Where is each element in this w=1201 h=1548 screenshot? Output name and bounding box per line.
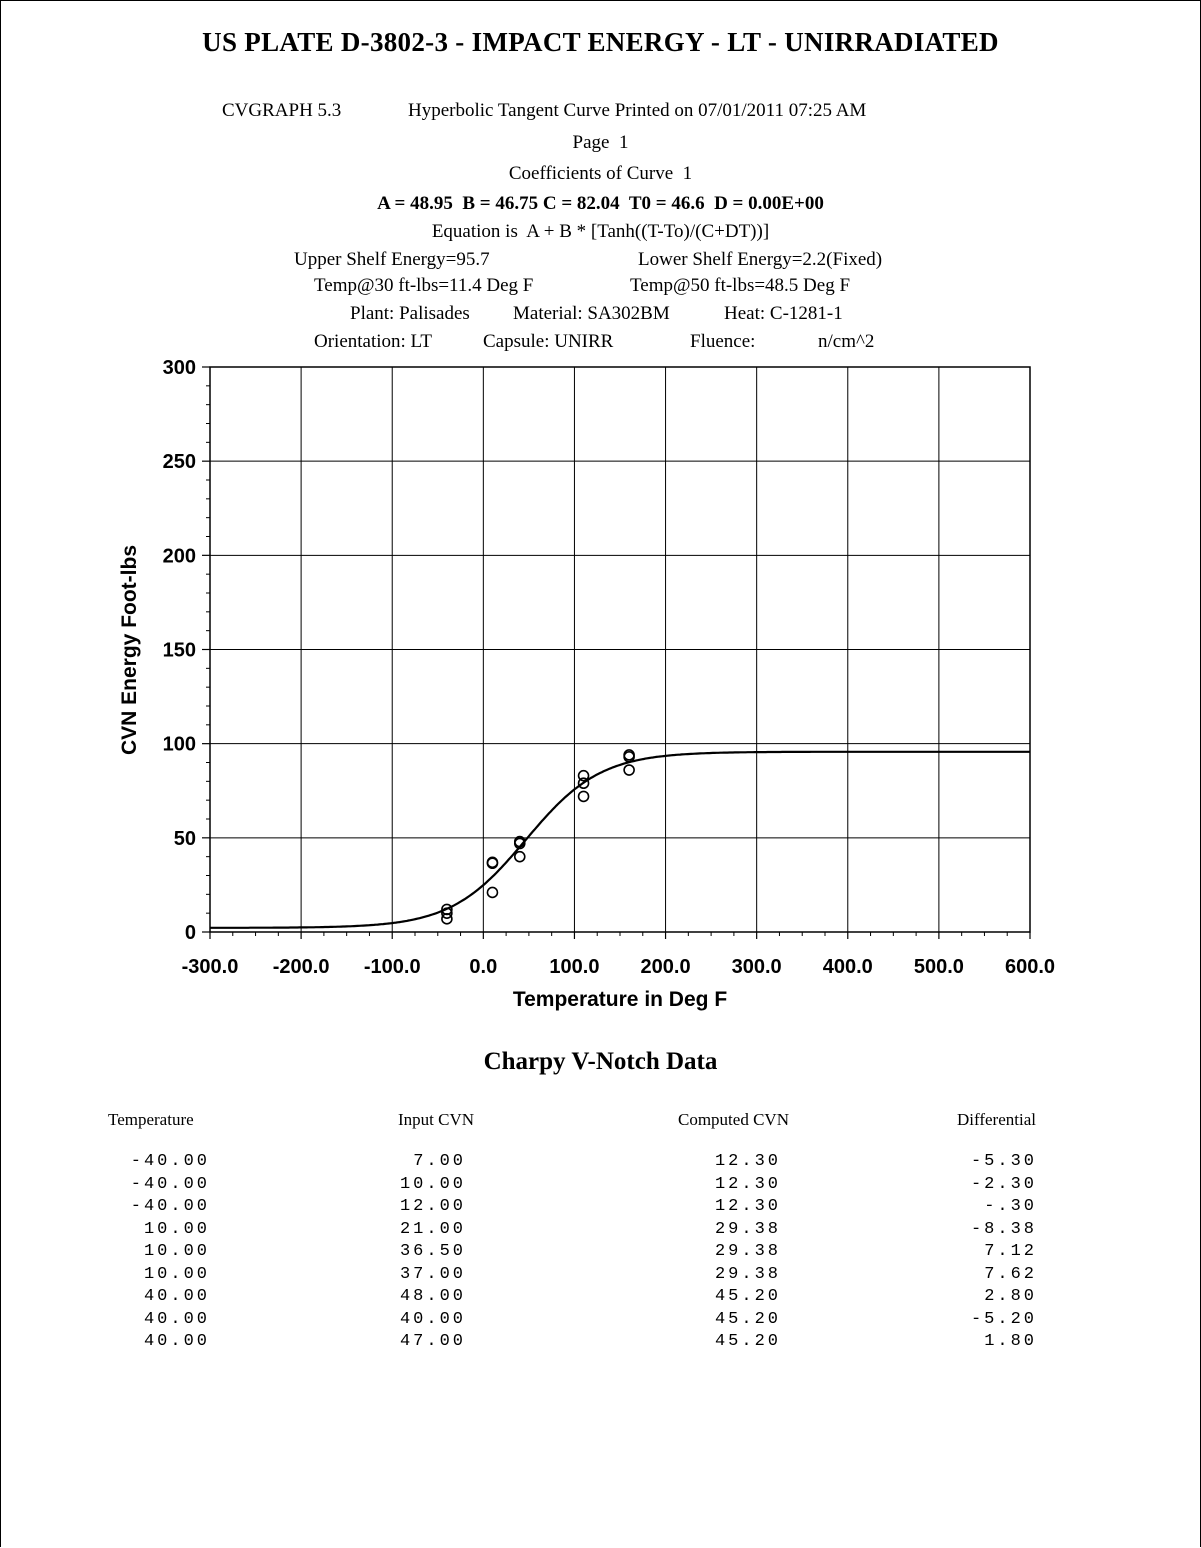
x-tick-label: 200.0 [641, 956, 691, 978]
fluence-label: Fluence: [690, 331, 756, 352]
table-cell: 21.00 [399, 1219, 466, 1239]
y-tick-label: 250 [163, 451, 196, 473]
x-axis-label: Temperature in Deg F [513, 988, 727, 1011]
table-cell: 40.00 [399, 1309, 466, 1329]
data-point [623, 764, 635, 776]
table-cell: 2.80 [984, 1287, 1037, 1306]
table-cell: 12.30 [714, 1152, 781, 1171]
table-cell: 45.20 [714, 1287, 781, 1306]
x-tick-label: 400.0 [823, 956, 873, 978]
data-point [441, 907, 453, 919]
table-cell: -8.38 [970, 1219, 1037, 1239]
data-point [441, 903, 453, 916]
table-cell: 12.00 [399, 1197, 466, 1216]
table-cell: 40.00 [143, 1287, 210, 1306]
y-axis-label: CVN Energy Foot-lbs [118, 545, 141, 755]
x-tick-label: -100.0 [364, 956, 421, 978]
table-cell: -.30 [984, 1197, 1037, 1216]
data-point [486, 856, 499, 869]
data-point [577, 790, 590, 803]
col-header-computed-cvn: Computed CVN [678, 1110, 789, 1129]
x-tick-label: -300.0 [182, 956, 239, 978]
material-name: Material: SA302BM [513, 303, 670, 324]
x-tick-label: 500.0 [914, 956, 964, 978]
page-number: Page 1 [572, 132, 629, 153]
table-cell: 7.62 [984, 1264, 1037, 1284]
temp-30-ftlbs: Temp@30 ft-lbs=11.4 Deg F [314, 275, 534, 296]
table-cell: -2.30 [970, 1174, 1037, 1194]
lower-shelf-energy: Lower Shelf Energy=2.2(Fixed) [638, 249, 883, 270]
table-cell: 10.00 [143, 1264, 210, 1284]
table-cell: 48.00 [399, 1287, 466, 1306]
coefficients-values: A = 48.95 B = 46.75 C = 82.04 T0 = 46.6 … [377, 193, 824, 214]
col-header-temperature: Temperature [108, 1110, 194, 1129]
table-cell: 37.00 [399, 1264, 466, 1284]
printed-line: Hyperbolic Tangent Curve Printed on 07/0… [408, 100, 867, 121]
table-cell: 7.12 [984, 1242, 1037, 1261]
program-version: CVGRAPH 5.3 [222, 100, 342, 121]
table-cell: -5.30 [970, 1152, 1037, 1171]
x-tick-label: 300.0 [732, 956, 782, 978]
capsule: Capsule: UNIRR [483, 331, 614, 352]
table-cell: -5.20 [970, 1309, 1037, 1329]
page-title: US PLATE D-3802-3 - IMPACT ENERGY - LT -… [202, 27, 999, 57]
data-point [577, 769, 590, 782]
table-cell: 10.00 [143, 1242, 210, 1261]
table-cell: 45.20 [714, 1309, 781, 1329]
table-cell: 1.80 [984, 1332, 1037, 1351]
equation-text: Equation is A + B * [Tanh((T-To)/(C+DT))… [431, 221, 770, 242]
x-tick-label: -200.0 [273, 956, 330, 978]
data-point [513, 837, 526, 850]
table-cell: 45.20 [714, 1332, 781, 1351]
x-tick-label: 100.0 [549, 956, 599, 978]
table-title: Charpy V-Notch Data [483, 1048, 718, 1075]
plant-name: Plant: Palisades [350, 303, 470, 324]
fluence-unit: n/cm^2 [818, 331, 875, 352]
table-cell: -40.00 [130, 1152, 210, 1171]
x-tick-label: 600.0 [1005, 956, 1055, 978]
table-cell: 47.00 [399, 1332, 466, 1351]
y-tick-label: 300 [163, 357, 196, 379]
table-cell: 12.30 [714, 1197, 781, 1216]
data-point [513, 850, 526, 863]
table-cell: 40.00 [143, 1332, 210, 1351]
table-cell: -40.00 [130, 1197, 210, 1216]
data-point [577, 777, 590, 790]
table-cell: 12.30 [714, 1174, 781, 1194]
table-cell: 29.38 [714, 1219, 781, 1239]
cvn-chart: -300.0 -200.0 -100.0 0.0 100.0 200.0 300.0 400.… [118, 357, 1055, 1011]
table-cell: 10.00 [143, 1219, 210, 1239]
y-tick-label: 150 [163, 640, 196, 662]
col-header-input-cvn: Input CVN [398, 1110, 475, 1129]
table-cell: 29.38 [714, 1242, 781, 1261]
y-tick-label: 50 [174, 828, 196, 850]
x-tick-label: 0.0 [469, 956, 497, 978]
coefficients-title: Coefficients of Curve 1 [508, 163, 693, 184]
data-point [623, 749, 635, 761]
col-header-differential: Differential [957, 1110, 1036, 1129]
tanh-fit-curve [210, 750, 1030, 929]
table-cell: 40.00 [143, 1309, 210, 1329]
orientation: Orientation: LT [314, 331, 433, 352]
y-tick-label: 100 [163, 734, 196, 756]
data-point [486, 886, 499, 899]
table-cell: 10.00 [399, 1174, 466, 1194]
temp-50-ftlbs: Temp@50 ft-lbs=48.5 Deg F [630, 275, 851, 296]
upper-shelf-energy: Upper Shelf Energy=95.7 [294, 249, 490, 270]
table-cell: 7.00 [413, 1152, 466, 1171]
y-tick-label: 0 [185, 922, 196, 944]
table-cell: 29.38 [714, 1264, 781, 1284]
heat-number: Heat: C-1281-1 [724, 303, 843, 324]
table-cell: 36.50 [399, 1242, 466, 1261]
plot-border [209, 366, 1031, 933]
y-tick-label: 200 [163, 545, 196, 567]
table-cell: -40.00 [130, 1174, 210, 1194]
